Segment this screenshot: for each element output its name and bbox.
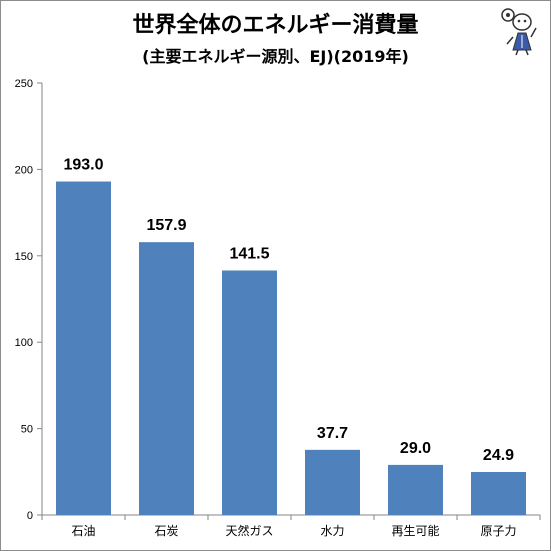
y-tick-label: 250	[15, 78, 33, 90]
data-label: 29.0	[400, 440, 431, 457]
data-label: 141.5	[229, 245, 269, 262]
y-tick-label: 150	[15, 251, 33, 263]
bar-series	[56, 181, 526, 515]
cartoon-character-icon	[501, 8, 537, 56]
bar	[471, 471, 526, 515]
y-tick-label: 100	[15, 337, 33, 349]
x-tick-label: 石炭	[154, 524, 178, 538]
data-label: 37.7	[317, 425, 348, 442]
data-label: 157.9	[146, 217, 186, 234]
bar	[305, 449, 360, 515]
y-tick-label: 0	[27, 510, 33, 522]
x-tick-label: 石油	[71, 524, 95, 538]
chart-axes: 0 50 100 150 200 250 石油 石炭 天然ガス 水力 再生可能 原子力	[15, 78, 541, 538]
x-tick-label: 再生可能	[391, 524, 439, 538]
bar	[139, 242, 194, 515]
chart-title: 世界全体のエネルギー消費量	[132, 13, 419, 38]
data-labels: 193.0 157.9 141.5 37.7 29.0 24.9	[63, 156, 514, 463]
data-label: 24.9	[483, 447, 514, 464]
x-tick-label: 水力	[320, 524, 344, 538]
y-tick-label: 200	[15, 164, 33, 176]
x-tick-label: 天然ガス	[225, 523, 273, 538]
chart-subtitle: (主要エネルギー源別、EJ)(2019年)	[142, 47, 409, 66]
bar	[222, 270, 277, 515]
y-tick-label: 50	[21, 424, 33, 436]
bar	[56, 181, 111, 515]
bar	[388, 464, 443, 515]
x-tick-label: 原子力	[480, 524, 516, 538]
data-label: 193.0	[63, 156, 103, 173]
